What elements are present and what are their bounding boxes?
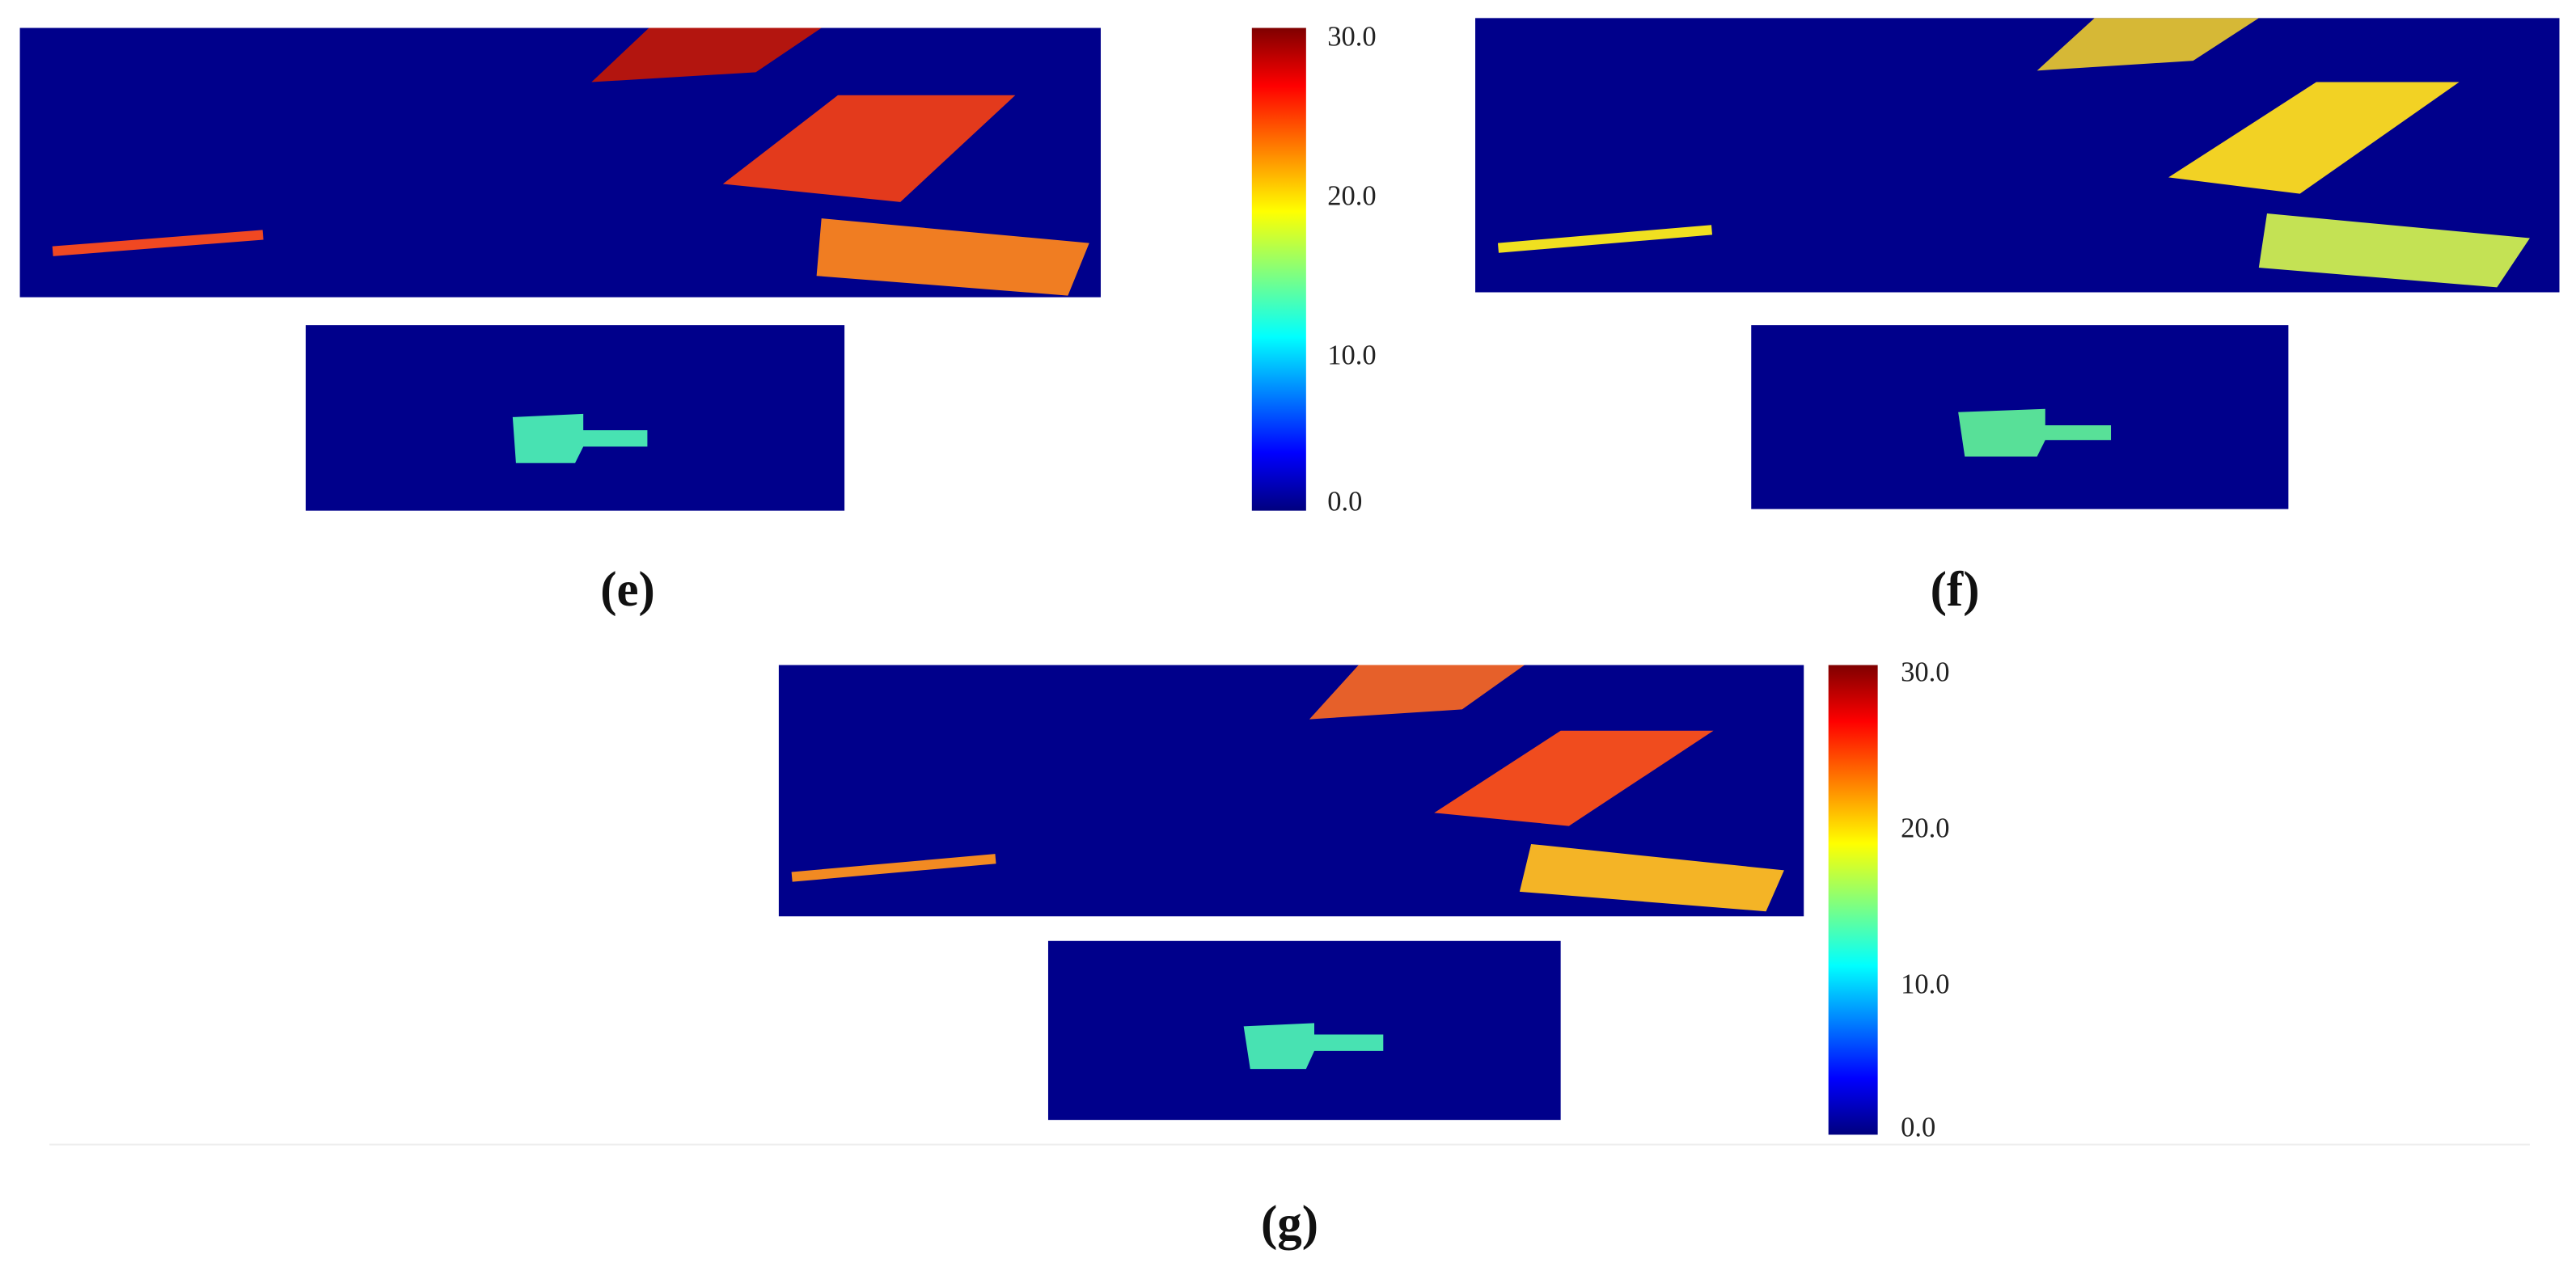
- colorbar-tick-label: 30.0: [1901, 657, 1949, 688]
- region: [591, 27, 822, 82]
- colorbar-tick-label: 30.0: [1327, 22, 1376, 53]
- colorbar-tick-label: 10.0: [1901, 969, 1949, 1000]
- region: [1434, 730, 1714, 826]
- colorbar-gradient: [1828, 665, 1878, 1135]
- panel-label: (g): [1261, 1197, 1318, 1251]
- region: [1309, 665, 1525, 720]
- panel-e: [19, 27, 1101, 511]
- region: [816, 218, 1089, 296]
- colorbar-tick-label: 0.0: [1327, 486, 1362, 517]
- colorbar-tick-label: 20.0: [1901, 813, 1949, 844]
- region: [1243, 1023, 1384, 1070]
- panel-f: [1475, 18, 2560, 509]
- colorbar-tick-label: 0.0: [1901, 1112, 1935, 1142]
- panel-label: (f): [1931, 563, 1980, 617]
- region: [2258, 213, 2530, 288]
- colorbar: 30.0 20.0 10.0 0.0: [1828, 657, 1949, 1142]
- region: [1497, 225, 1713, 253]
- region: [1519, 843, 1784, 912]
- colorbar: 30.0 20.0 10.0 0.0: [1251, 22, 1377, 517]
- colorbar-tick-label: 10.0: [1327, 340, 1376, 371]
- colorbar-gradient: [1251, 27, 1306, 511]
- region: [2168, 82, 2460, 194]
- region: [1958, 408, 2112, 457]
- colorbar-tick-label: 20.0: [1327, 181, 1376, 212]
- region: [2037, 18, 2259, 71]
- region: [52, 230, 264, 256]
- panel-label: (e): [600, 563, 655, 617]
- region: [512, 413, 648, 463]
- region: [722, 95, 1016, 202]
- panel-g: [778, 665, 1804, 1121]
- region: [791, 854, 996, 882]
